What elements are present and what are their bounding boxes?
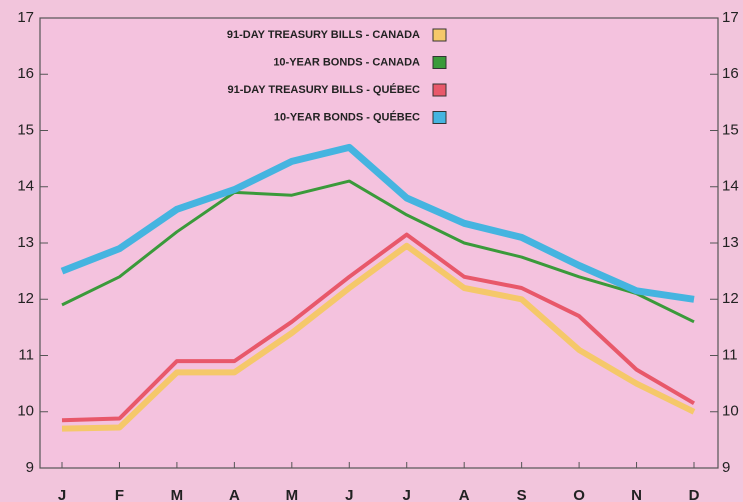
- y-tick-label: 10: [17, 403, 34, 420]
- x-tick-label: J: [58, 487, 66, 502]
- x-tick-label: A: [229, 487, 240, 502]
- legend-swatch: [432, 56, 447, 69]
- series-line: [60, 143, 695, 303]
- legend-label: 10-YEAR BONDS - QUÉBEC: [274, 110, 420, 123]
- y-tick-label: 13: [17, 234, 34, 251]
- y2-tick-label: 17: [722, 9, 739, 26]
- y-tick-label: 14: [17, 178, 34, 195]
- y-tick-label: 17: [17, 9, 34, 26]
- y2-tick-label: 10: [722, 403, 739, 420]
- x-tick-label: N: [631, 487, 642, 502]
- x-tick-label: J: [345, 487, 353, 502]
- x-tick-label: M: [171, 487, 184, 502]
- y-tick-label: 9: [26, 459, 34, 476]
- x-tick-label: D: [689, 487, 700, 502]
- series-line: [61, 242, 696, 432]
- x-tick-label: J: [403, 487, 411, 502]
- legend-swatch: [432, 28, 447, 42]
- series-line: [61, 232, 696, 423]
- x-tick-label: S: [517, 487, 527, 502]
- y2-tick-label: 11: [722, 346, 738, 363]
- y2-tick-label: 12: [722, 290, 739, 307]
- y2-tick-label: 16: [722, 65, 739, 82]
- x-tick-label: F: [115, 487, 124, 502]
- legend-swatch: [432, 111, 447, 124]
- y-tick-label: 15: [17, 121, 34, 138]
- y2-tick-label: 14: [722, 178, 739, 195]
- legend-label: 91-DAY TREASURY BILLS - CANADA: [227, 29, 420, 41]
- y-tick-label: 12: [17, 290, 34, 307]
- x-tick-label: A: [459, 487, 470, 502]
- legend-label: 91-DAY TREASURY BILLS - QUÉBEC: [227, 83, 420, 96]
- y-tick-label: 11: [18, 346, 34, 363]
- y-tick-label: 16: [17, 65, 34, 82]
- legend-swatch: [432, 83, 447, 97]
- series-line: [61, 179, 695, 324]
- y2-tick-label: 9: [722, 459, 730, 476]
- x-tick-label: M: [286, 487, 299, 502]
- x-tick-label: O: [573, 487, 585, 502]
- y2-tick-label: 15: [722, 121, 739, 138]
- legend-label: 10-YEAR BONDS - CANADA: [273, 56, 420, 68]
- y2-tick-label: 13: [722, 234, 739, 251]
